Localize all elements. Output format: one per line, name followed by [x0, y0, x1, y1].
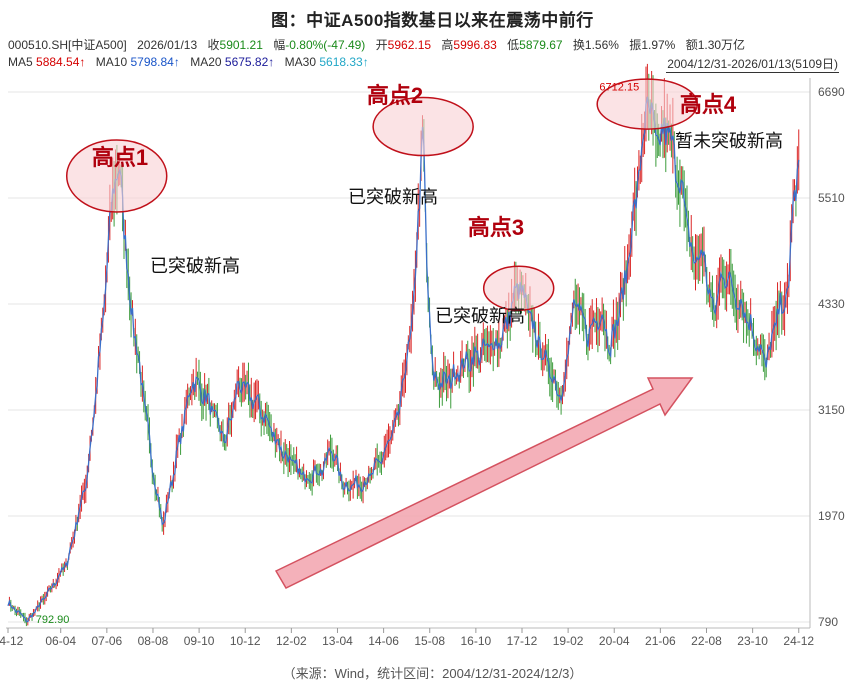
chart-title: 图：中证A500指数基日以来在震荡中前行 — [271, 11, 594, 30]
amount-value: 额1.30万亿 — [685, 38, 746, 52]
uptrend-arrow — [274, 377, 694, 589]
x-tick-label: 07-06 — [91, 634, 122, 648]
y-tick-label: 790 — [818, 615, 838, 629]
source-note: （来源：Wind，统计区间：2004/12/31-2024/12/3） — [282, 666, 583, 681]
ma5: MA5 5884.54↑ — [8, 55, 86, 69]
x-tick-label: 13-04 — [322, 634, 353, 648]
x-tick-label: 14-06 — [368, 634, 399, 648]
date-range-selector[interactable]: 2004/12/31-2026/01/13(5109日) — [666, 57, 839, 73]
amplitude-value: 振1.97% — [629, 38, 676, 52]
x-tick-label: 16-10 — [461, 634, 492, 648]
x-tick-label: 20-04 — [599, 634, 630, 648]
x-tick-label: 04-12 — [0, 634, 24, 648]
peak-highlights — [65, 78, 698, 311]
y-tick-label: 3150 — [818, 403, 845, 417]
peak-highlight-ellipse — [372, 96, 474, 157]
turnover-value: 换1.56% — [572, 38, 619, 52]
ma30: MA30 5618.33↑ — [284, 55, 369, 69]
open-value: 开5962.15 — [375, 38, 432, 52]
peak-highlight-ellipse — [596, 78, 698, 130]
high-value: 高5996.83 — [441, 38, 497, 52]
quote-date: 2026/01/13 — [137, 38, 198, 52]
y-tick-label: 5510 — [818, 191, 845, 205]
peak-highlight-ellipse — [65, 139, 168, 213]
peak-note: 已突破新高 — [150, 256, 240, 276]
quote-info-bar: 000510.SH[中证A500] 2026/01/13 收5901.21 幅-… — [8, 36, 752, 53]
peak-highlight-ellipse — [482, 265, 555, 311]
close-value: 收5901.21 — [207, 38, 263, 52]
x-tick-label: 09-10 — [184, 634, 215, 648]
peak-label: 高点1 — [92, 145, 148, 170]
y-tick-label: 6690 — [818, 85, 845, 99]
peak-label: 高点4 — [680, 92, 737, 117]
index-code: 000510.SH[中证A500] — [8, 38, 127, 52]
x-tick-label: 10-12 — [230, 634, 261, 648]
peak-note: 已突破新高 — [348, 187, 438, 207]
peak-note: 已突破新高 — [435, 306, 525, 326]
ma20: MA20 5675.82↑ — [190, 55, 275, 69]
x-tick-label: 12-02 — [276, 634, 307, 648]
x-tick-label: 08-08 — [138, 634, 169, 648]
extreme-labels: 792.90 6712.15 — [36, 82, 639, 626]
x-tick-label: 21-06 — [645, 634, 676, 648]
y-tick-label: 4330 — [818, 297, 845, 311]
x-tick-label: 06-04 — [45, 634, 76, 648]
y-axis-ticks: 6690 5510 4330 3150 1970 790 — [818, 85, 845, 629]
x-tick-label: 22-08 — [691, 634, 722, 648]
x-tick-label: 24-12 — [783, 634, 814, 648]
x-axis-ticks: 04-12 06-04 07-06 08-08 09-10 10-12 12-02 13-04… — [0, 628, 814, 648]
max-value-label: 6712.15 — [599, 82, 639, 94]
moving-average-bar: MA5 5884.54↑ MA10 5798.84↑ MA20 5675.82↑… — [8, 55, 376, 69]
peak-label: 高点2 — [367, 83, 423, 108]
x-tick-label: 19-02 — [553, 634, 584, 648]
peak-note: 暂未突破新高 — [675, 131, 783, 151]
x-tick-label: 23-10 — [737, 634, 768, 648]
change-value: 幅-0.80%(-47.49) — [273, 38, 366, 52]
low-value: 低5879.67 — [507, 38, 563, 52]
x-tick-label: 17-12 — [507, 634, 538, 648]
peak-label: 高点3 — [468, 215, 524, 240]
min-value-label: 792.90 — [36, 614, 70, 626]
ma10: MA10 5798.84↑ — [95, 55, 180, 69]
y-tick-label: 1970 — [818, 509, 845, 523]
x-tick-label: 15-08 — [414, 634, 445, 648]
